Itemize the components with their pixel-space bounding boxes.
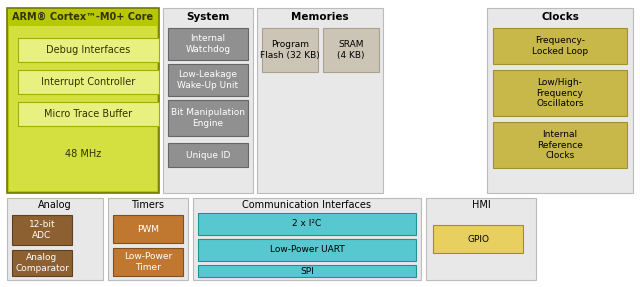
Text: HMI: HMI xyxy=(472,200,490,210)
Bar xyxy=(198,239,416,261)
Bar xyxy=(168,100,248,136)
Text: Internal
Watchdog: Internal Watchdog xyxy=(186,34,230,54)
Bar xyxy=(487,8,633,193)
Text: Clocks: Clocks xyxy=(541,12,579,22)
Bar xyxy=(168,64,248,96)
Text: Interrupt Controller: Interrupt Controller xyxy=(42,77,136,87)
Text: Analog: Analog xyxy=(38,200,72,210)
Bar xyxy=(193,198,421,280)
Bar xyxy=(18,102,159,126)
Bar xyxy=(198,265,416,277)
Text: SRAM
(4 KB): SRAM (4 KB) xyxy=(337,40,365,60)
Bar xyxy=(262,28,318,72)
Text: Timers: Timers xyxy=(131,200,164,210)
Bar xyxy=(18,38,159,62)
Text: 48 MHz: 48 MHz xyxy=(65,149,101,159)
Text: ARM® Cortex™-M0+ Core: ARM® Cortex™-M0+ Core xyxy=(12,12,154,22)
Bar xyxy=(18,70,159,94)
Bar xyxy=(493,122,627,168)
Bar xyxy=(9,26,157,191)
Text: SPI: SPI xyxy=(300,267,314,276)
Bar xyxy=(113,215,183,243)
Bar xyxy=(323,28,379,72)
Text: GPIO: GPIO xyxy=(467,234,489,243)
Bar xyxy=(168,143,248,167)
Bar xyxy=(493,70,627,116)
Text: Program
Flash (32 KB): Program Flash (32 KB) xyxy=(260,40,320,60)
Bar xyxy=(257,8,383,193)
Bar xyxy=(198,213,416,235)
Bar xyxy=(108,198,188,280)
Text: Low-Power
Timer: Low-Power Timer xyxy=(124,252,172,272)
Text: PWM: PWM xyxy=(137,224,159,234)
Text: Micro Trace Buffer: Micro Trace Buffer xyxy=(44,109,132,119)
Text: 12-bit
ADC: 12-bit ADC xyxy=(29,220,55,240)
Text: Internal
Reference
Clocks: Internal Reference Clocks xyxy=(537,130,583,160)
Bar xyxy=(7,198,103,280)
Bar xyxy=(168,28,248,60)
Bar xyxy=(426,198,536,280)
Text: Low/High-
Frequency
Oscillators: Low/High- Frequency Oscillators xyxy=(536,78,584,108)
Text: Communication Interfaces: Communication Interfaces xyxy=(243,200,371,210)
Text: Low-Power UART: Low-Power UART xyxy=(269,245,344,255)
Bar xyxy=(12,215,72,245)
Text: Memories: Memories xyxy=(291,12,349,22)
Bar xyxy=(7,8,159,193)
Bar xyxy=(433,225,523,253)
Text: System: System xyxy=(186,12,230,22)
Text: Analog
Comparator: Analog Comparator xyxy=(15,253,69,273)
Bar xyxy=(163,8,253,193)
Text: Frequency-
Locked Loop: Frequency- Locked Loop xyxy=(532,36,588,56)
Bar xyxy=(113,248,183,276)
Bar xyxy=(12,250,72,276)
Text: Low-Leakage
Wake-Up Unit: Low-Leakage Wake-Up Unit xyxy=(177,70,239,90)
Text: 2 x I²C: 2 x I²C xyxy=(292,220,322,228)
Bar xyxy=(493,28,627,64)
Text: Bit Manipulation
Engine: Bit Manipulation Engine xyxy=(171,108,245,128)
Text: Unique ID: Unique ID xyxy=(186,150,230,160)
Text: Debug Interfaces: Debug Interfaces xyxy=(46,45,131,55)
